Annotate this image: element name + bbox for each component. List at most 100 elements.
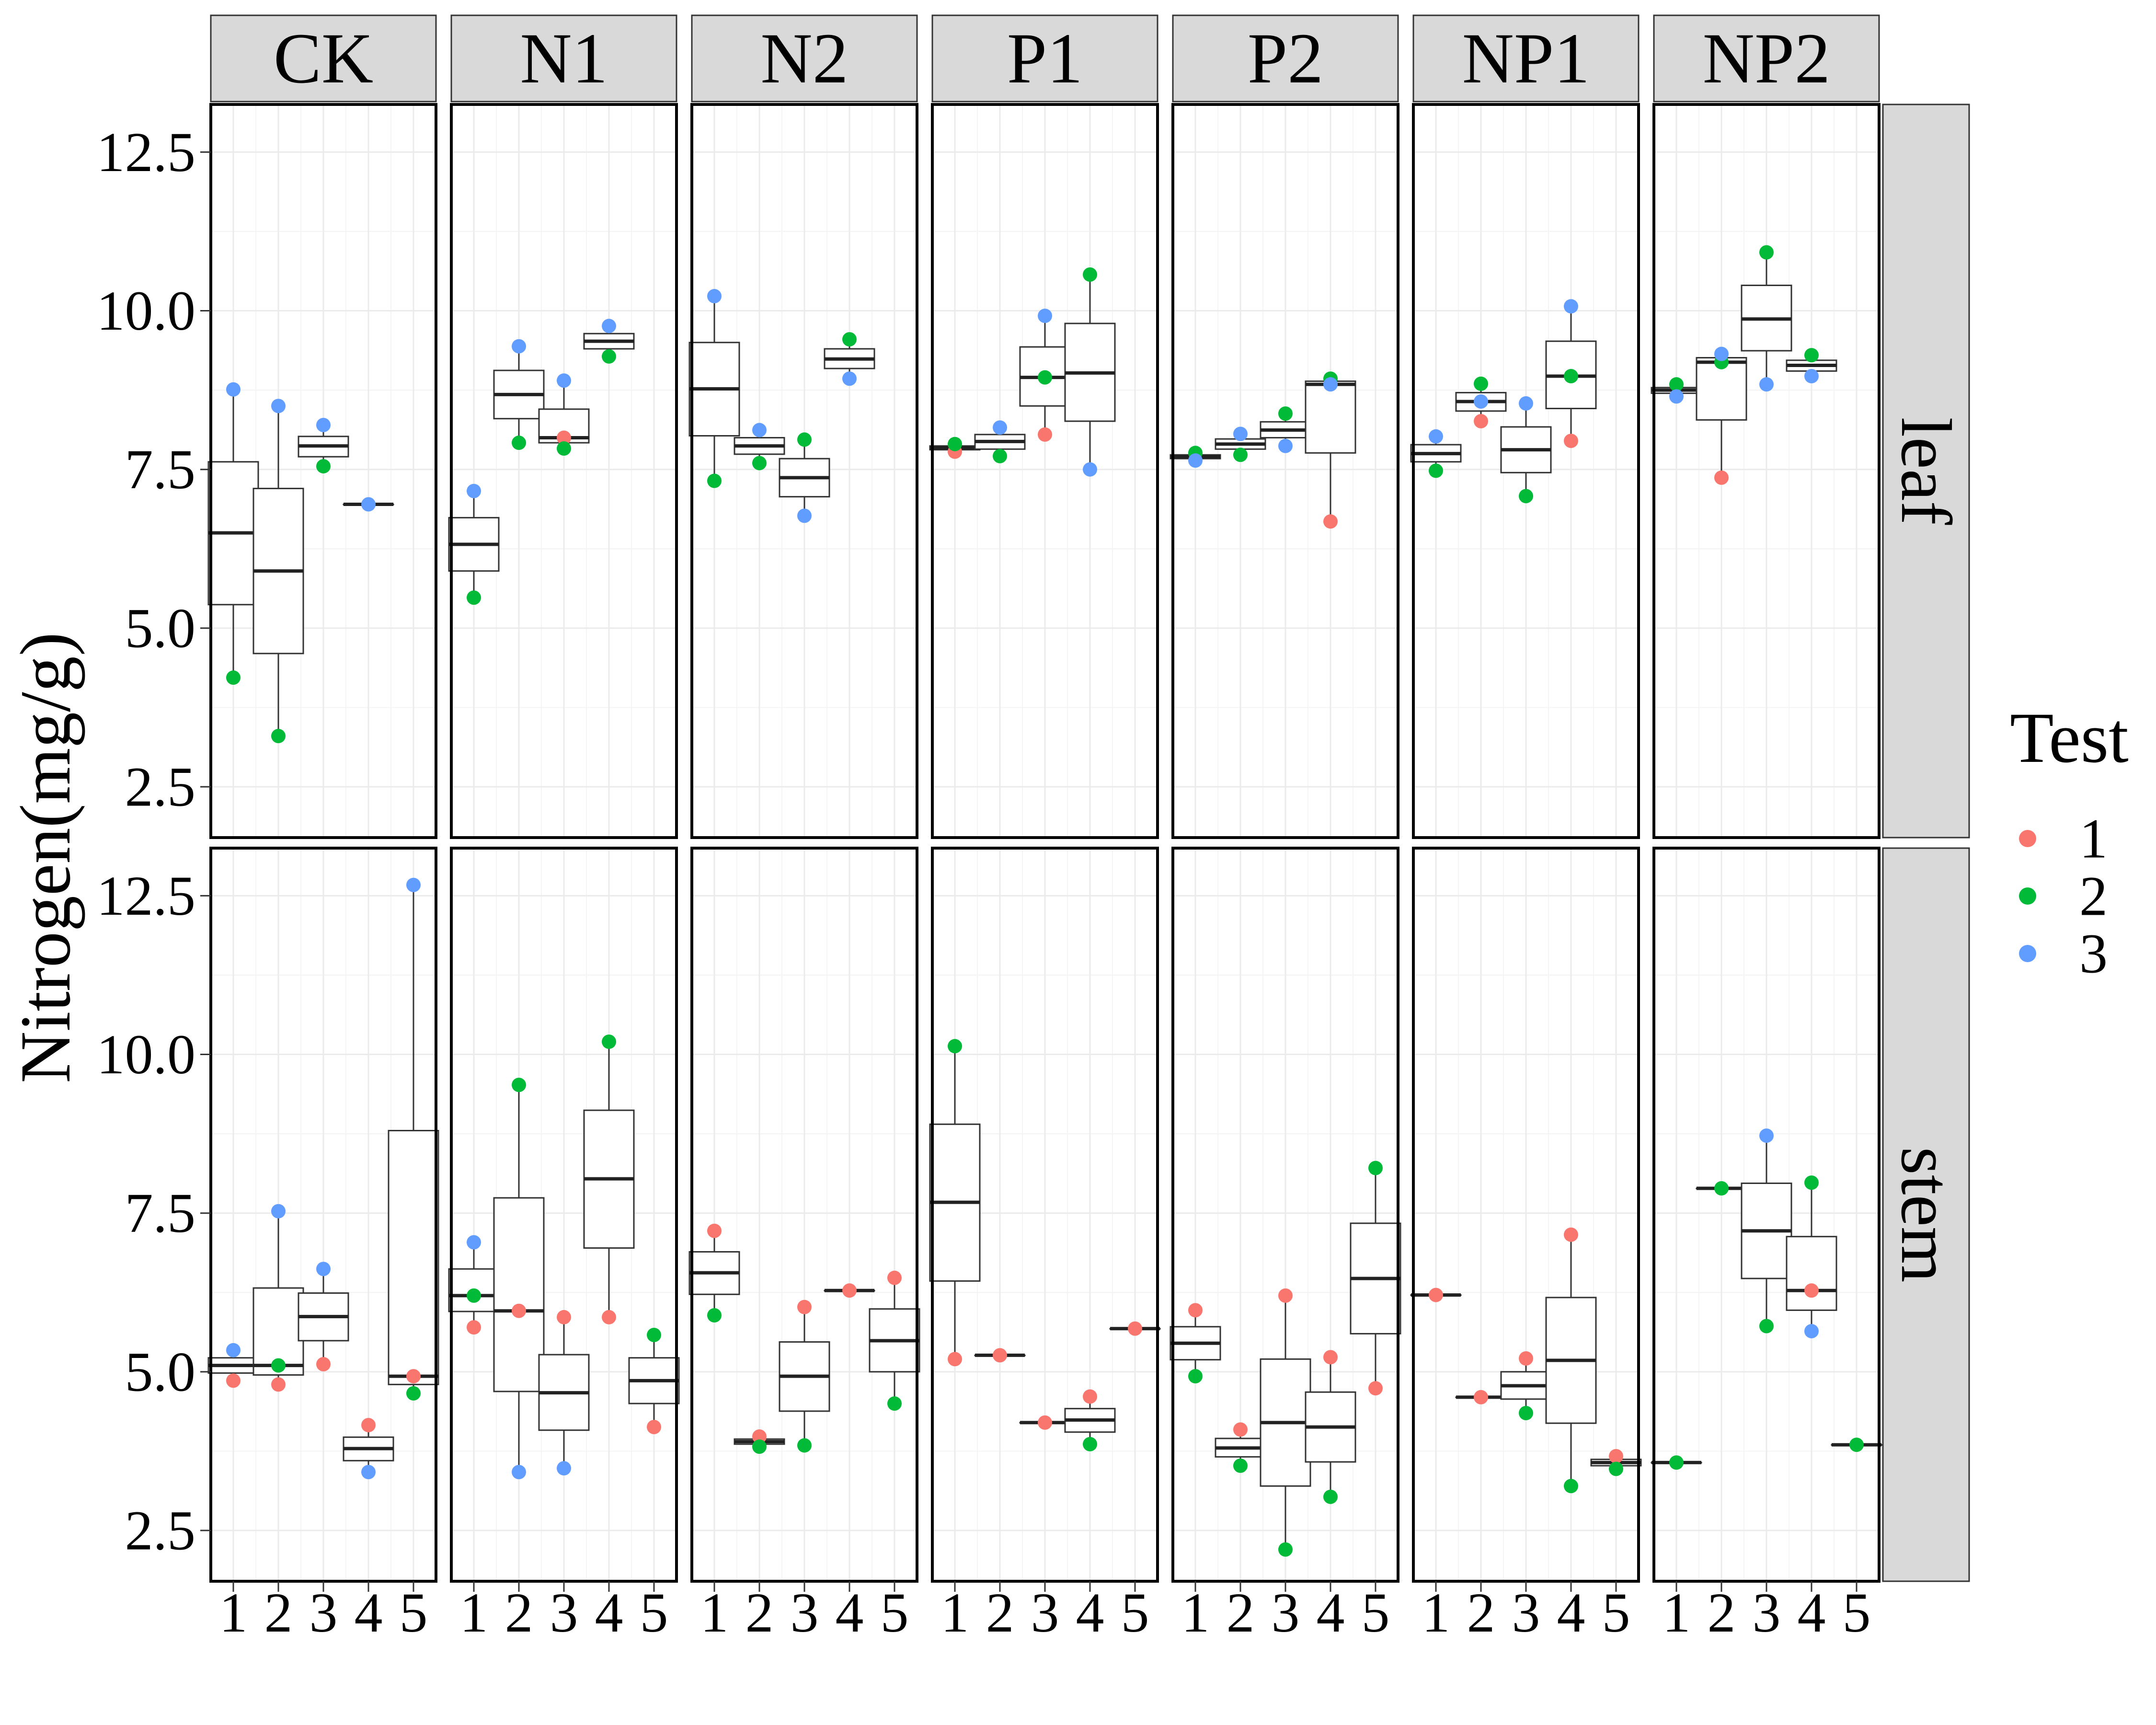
y-axis-title: Nitrogen(mg/g)	[6, 632, 85, 1083]
data-point-test-2	[1759, 1319, 1774, 1334]
data-point-test-1	[1188, 1303, 1203, 1318]
data-point-test-1	[1609, 1449, 1623, 1464]
x-tick-label: 5	[1843, 1581, 1871, 1644]
data-point-test-1	[361, 1418, 376, 1433]
panel-P2-leaf	[1170, 103, 1399, 839]
strip-P2: P2	[1172, 14, 1399, 103]
data-point-test-3	[1564, 299, 1578, 314]
panel-border	[209, 103, 437, 839]
data-point-test-1	[887, 1270, 902, 1285]
x-tick-label: 2	[745, 1581, 774, 1644]
x-tick-label: 5	[1602, 1581, 1630, 1644]
legend-key	[2019, 830, 2036, 847]
x-tick-label: 3	[1753, 1581, 1781, 1644]
strip-background	[691, 14, 918, 103]
x-tick-label: 4	[836, 1581, 864, 1644]
data-point-test-1	[1083, 1389, 1097, 1404]
data-point-test-2	[602, 349, 616, 364]
data-point-test-1	[1474, 414, 1488, 429]
data-point-test-3	[271, 399, 286, 414]
data-point-test-2	[557, 441, 571, 456]
strip-label: stem	[1886, 1147, 1966, 1282]
boxplot-group-3	[538, 1310, 590, 1476]
x-tick-label: 2	[986, 1581, 1014, 1644]
x-tick-label: 1	[460, 1581, 488, 1644]
boxplot-group-2	[974, 1348, 1026, 1363]
data-point-test-3	[1714, 346, 1729, 361]
legend-title: Test	[2010, 698, 2129, 778]
data-point-test-2	[1609, 1461, 1623, 1476]
boxplot-group-1	[1651, 1455, 1702, 1470]
strip-label: P1	[1007, 19, 1083, 98]
x-tick-label: 3	[1031, 1581, 1059, 1644]
strip-P1: P1	[931, 14, 1158, 103]
data-point-test-2	[1804, 1175, 1819, 1190]
y-tick-label: 5.0	[125, 597, 196, 659]
strips-layer: CK N1 N2 P1 P2 NP1 NP2 leaf stem	[210, 14, 1970, 1582]
boxplot-group-1	[448, 483, 500, 605]
data-point-test-1	[602, 1310, 616, 1324]
y-tick-label: 5.0	[125, 1340, 196, 1403]
axes-layer: 2.55.07.510.012.52.55.07.510.012.51 2 3 4 5 1…	[97, 121, 1871, 1644]
data-point-test-3	[1429, 429, 1443, 444]
y-tick-label: 7.5	[125, 438, 196, 501]
x-tick-label: 4	[355, 1581, 383, 1644]
data-point-test-1	[1368, 1381, 1383, 1396]
x-tick-label: 5	[640, 1581, 668, 1644]
data-point-test-3	[226, 1343, 241, 1357]
panel-NP2-leaf	[1651, 103, 1881, 839]
strip-label: CK	[274, 19, 373, 98]
boxplot-group-4	[824, 1283, 875, 1298]
data-point-test-1	[1804, 1283, 1819, 1298]
x-tick-label: 1	[1663, 1581, 1691, 1644]
strip-NP1: NP1	[1412, 14, 1640, 103]
y-tick-label: 12.5	[97, 121, 196, 184]
boxplot-group-3	[779, 1300, 830, 1453]
data-point-test-1	[1429, 1288, 1443, 1302]
boxplot-group-3	[1260, 1288, 1311, 1557]
data-point-test-3	[316, 417, 331, 432]
y-tick-label: 10.0	[97, 1023, 196, 1086]
boxplot-group-1	[929, 1039, 981, 1367]
boxplot-group-4	[583, 319, 635, 364]
boxplot-group-5	[1109, 1321, 1161, 1336]
panel-NP1-leaf	[1410, 103, 1640, 839]
data-point-test-3	[1759, 377, 1774, 392]
boxplot-group-5	[869, 1270, 920, 1411]
x-tick-label: 5	[1362, 1581, 1390, 1644]
boxplot-group-3	[1741, 245, 1792, 392]
data-point-test-2	[1233, 1458, 1248, 1473]
data-point-test-2	[1669, 377, 1684, 392]
strip-background	[1882, 104, 1970, 839]
data-point-test-3	[1474, 394, 1488, 409]
data-point-test-3	[467, 483, 481, 498]
data-point-test-1	[1519, 1351, 1533, 1366]
data-point-test-3	[1669, 389, 1684, 404]
x-tick-label: 1	[700, 1581, 729, 1644]
panel-border	[1412, 103, 1640, 839]
data-point-test-3	[797, 508, 812, 523]
x-tick-label: 3	[1512, 1581, 1540, 1644]
panel-N2-leaf	[688, 103, 918, 839]
legend-label: 1	[2079, 807, 2108, 870]
legend-label: 3	[2079, 922, 2108, 985]
data-point-test-1	[1564, 1227, 1578, 1242]
data-point-test-1	[1038, 427, 1052, 442]
boxplot-group-4	[1786, 348, 1837, 383]
boxplot-group-3	[538, 373, 590, 456]
legend-key	[2019, 945, 2036, 962]
data-point-test-2	[1038, 370, 1052, 385]
data-point-test-3	[993, 420, 1007, 435]
data-point-test-2	[1714, 1181, 1729, 1196]
data-point-test-1	[647, 1420, 661, 1435]
boxplot-group-5	[388, 877, 439, 1401]
strip-label: P2	[1248, 19, 1323, 98]
data-point-test-3	[557, 1461, 571, 1476]
data-point-test-2	[271, 729, 286, 744]
data-point-test-2	[1278, 406, 1293, 421]
y-tick-label: 7.5	[125, 1182, 196, 1244]
data-point-test-2	[406, 1386, 421, 1401]
